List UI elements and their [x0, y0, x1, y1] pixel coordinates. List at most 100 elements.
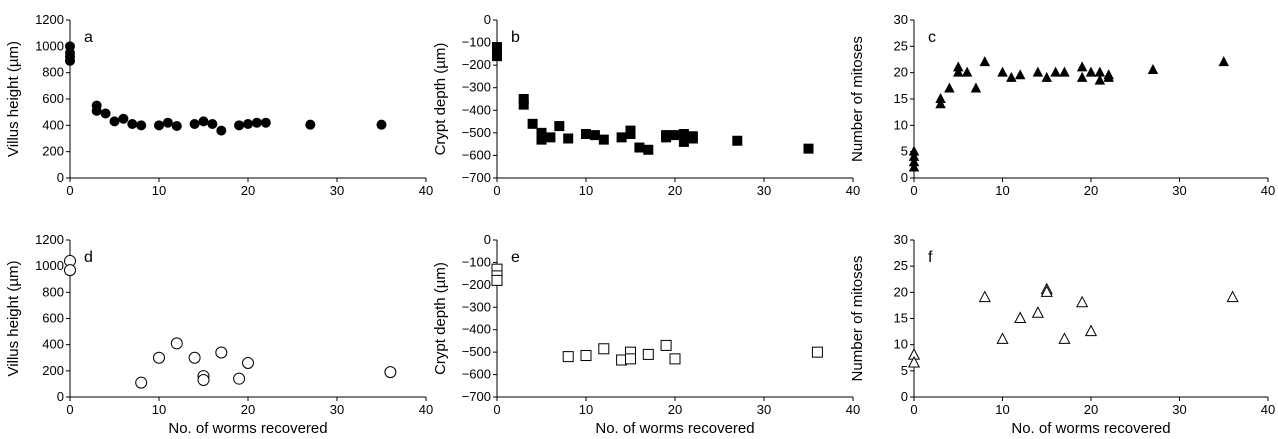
data-point: [136, 120, 147, 131]
data-point: [598, 343, 610, 355]
data-point: [1014, 311, 1027, 323]
y-tick-label: −700: [462, 170, 491, 185]
x-tick-label: 10: [579, 183, 593, 198]
data-point: [1041, 71, 1052, 82]
y-tick-label: 10: [894, 337, 908, 352]
y-tick-label: −500: [462, 125, 491, 140]
data-point: [953, 61, 964, 72]
x-tick-label: 10: [579, 402, 593, 417]
x-tick-label: 30: [330, 402, 344, 417]
data-point: [908, 156, 920, 167]
data-point: [598, 134, 609, 145]
data-point: [91, 105, 102, 116]
y-tick-label: 1000: [35, 258, 64, 273]
y-tick-label: 30: [894, 232, 908, 247]
data-point: [1076, 295, 1089, 308]
data-point: [563, 133, 574, 144]
y-tick-label: −500: [462, 344, 491, 359]
data-point: [1226, 290, 1239, 303]
y-tick-label: −600: [462, 367, 491, 382]
x-axis-label: No. of worms recovered: [1011, 420, 1170, 437]
x-tick-label: 40: [419, 402, 433, 417]
y-tick-label: 30: [894, 12, 908, 27]
data-point: [661, 132, 672, 143]
panel-letter: c: [928, 29, 936, 46]
data-point: [234, 120, 245, 131]
y-tick-label: −100: [462, 35, 491, 50]
y-tick-label: −400: [462, 102, 491, 117]
data-point: [1059, 66, 1070, 77]
panel-letter: d: [84, 249, 93, 266]
data-point: [678, 128, 689, 139]
y-tick-label: 5: [901, 363, 908, 378]
x-tick-label: 10: [995, 402, 1009, 417]
data-point: [305, 119, 316, 130]
data-point: [908, 145, 920, 156]
data-point: [803, 143, 814, 154]
y-tick-label: 5: [901, 144, 908, 159]
panel-d: 0 200 400 600 800 1000 1200 0 10 20 30 40 Villus hei…: [5, 232, 433, 437]
y-tick-label: −300: [462, 80, 491, 95]
x-tick-label: 0: [66, 402, 73, 417]
data-point: [1031, 306, 1044, 318]
data-point: [935, 98, 946, 109]
data-point: [518, 99, 529, 110]
data-point: [944, 82, 955, 93]
y-tick-label: 0: [57, 389, 64, 404]
data-point: [961, 66, 973, 77]
panel-letter: b: [511, 29, 520, 46]
data-point: [979, 56, 991, 67]
x-axis-label: No. of worms recovered: [595, 420, 754, 437]
x-tick-label: 30: [757, 402, 771, 417]
panel-c: 0 5 10 15 20 25 30 0 10 20 30 40 Number of mitoses c: [849, 12, 1275, 198]
data-point: [216, 125, 227, 136]
x-tick-label: 30: [757, 183, 771, 198]
data-point: [669, 353, 681, 365]
data-point: [670, 130, 680, 141]
data-point: [908, 161, 920, 172]
data-point: [1103, 71, 1114, 82]
data-point: [1094, 74, 1106, 85]
data-point: [260, 117, 271, 128]
x-tick-label: 0: [910, 183, 917, 198]
x-tick-label: 20: [668, 183, 682, 198]
data-point: [908, 150, 920, 161]
data-point: [660, 339, 672, 351]
data-point: [1050, 66, 1061, 77]
data-point: [64, 264, 76, 277]
data-point: [580, 350, 592, 362]
x-tick-label: 20: [1084, 402, 1098, 417]
data-point: [171, 120, 182, 131]
x-tick-label: 0: [493, 402, 500, 417]
data-point: [207, 119, 218, 130]
data-point: [625, 128, 636, 139]
y-tick-label: 0: [901, 389, 908, 404]
x-tick-label: 0: [910, 402, 917, 417]
data-point: [536, 134, 547, 145]
data-point: [562, 351, 574, 363]
y-tick-label: 200: [42, 144, 64, 159]
data-point: [935, 93, 946, 103]
y-tick-label: −600: [462, 147, 491, 162]
data-point: [997, 66, 1008, 77]
x-tick-label: 20: [241, 402, 255, 417]
data-point: [634, 142, 645, 153]
y-tick-label: 1200: [35, 12, 64, 27]
y-tick-label: 0: [57, 170, 64, 185]
x-tick-label: 40: [419, 183, 433, 198]
data-point: [153, 351, 165, 364]
x-tick-label: 40: [1261, 183, 1275, 198]
data-point: [118, 113, 129, 124]
x-tick-label: 30: [1172, 402, 1186, 417]
data-point: [1014, 69, 1026, 80]
data-point: [492, 51, 502, 62]
data-point: [811, 346, 823, 358]
data-point: [154, 120, 164, 131]
y-tick-label: 10: [894, 117, 908, 132]
y-tick-label: 25: [894, 258, 908, 273]
data-point: [907, 355, 921, 368]
data-point: [1006, 71, 1017, 82]
y-tick-label: 0: [901, 170, 908, 185]
y-axis-label: Crypt depth (µm): [432, 43, 449, 156]
